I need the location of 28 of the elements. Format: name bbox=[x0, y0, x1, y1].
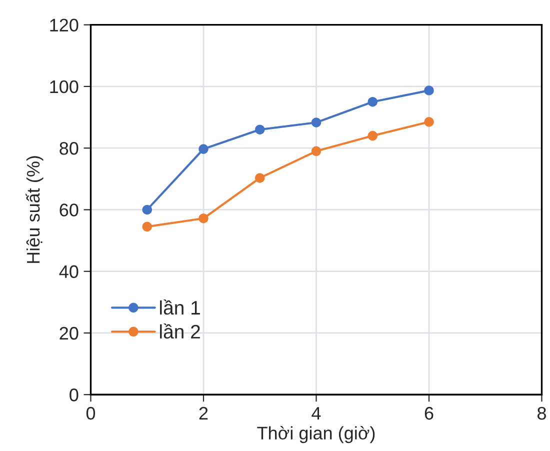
point bbox=[198, 213, 208, 224]
y-tick-label: 40 bbox=[59, 265, 78, 278]
x-tick-label: 4 bbox=[312, 407, 321, 420]
point bbox=[311, 146, 322, 156]
point bbox=[255, 124, 265, 134]
legend-label: lần 1 bbox=[160, 300, 200, 315]
point bbox=[424, 86, 434, 96]
x-tick-label: 6 bbox=[424, 406, 434, 420]
point bbox=[368, 96, 378, 107]
x-tick-label: 0 bbox=[86, 406, 96, 420]
y-tick-label: 20 bbox=[60, 326, 78, 340]
y-tick-label: 60 bbox=[60, 204, 78, 216]
point bbox=[311, 118, 322, 128]
x-tick-label: 8 bbox=[538, 406, 546, 420]
point bbox=[142, 222, 152, 232]
point bbox=[255, 173, 265, 183]
y-axis-title: Hiệu suất (%) bbox=[26, 156, 44, 263]
y-tick-label: 120 bbox=[50, 18, 78, 32]
point bbox=[424, 117, 434, 127]
point bbox=[368, 130, 378, 141]
point bbox=[142, 204, 152, 215]
point bbox=[198, 144, 208, 154]
y-tick-label: 80 bbox=[60, 142, 78, 155]
y-tick-label: 0 bbox=[70, 388, 78, 402]
x-axis-title: Thời gian (giờ) bbox=[257, 426, 375, 444]
legend-label: lần 2 bbox=[160, 323, 200, 339]
y-tick-label: 100 bbox=[50, 80, 78, 94]
x-tick-label: 2 bbox=[199, 406, 208, 420]
